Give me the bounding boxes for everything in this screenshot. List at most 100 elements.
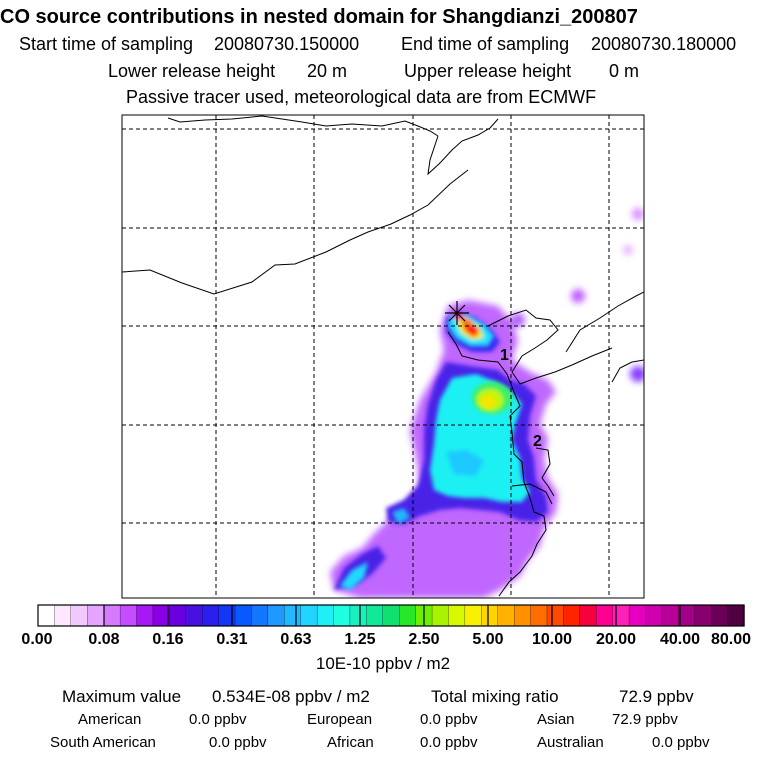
start-time-value: 20080730.150000: [214, 34, 360, 54]
colorbar-cell: [37, 604, 56, 627]
colorbar-cell: [579, 604, 597, 627]
location-label-2: 2: [533, 433, 542, 450]
receptor-star-marker: [445, 301, 469, 325]
map-frame: [121, 114, 645, 599]
african-value: 0.0 ppbv: [420, 734, 478, 751]
colorbar-tick-label: 5.00: [472, 631, 504, 648]
asian-value: 72.9 ppbv: [612, 711, 678, 728]
colorbar-cell: [464, 604, 482, 627]
colorbar-frame: [37, 604, 745, 627]
colorbar-cell: [202, 604, 220, 627]
colorbar-cell: [645, 604, 663, 627]
colorbar-cell: [596, 604, 614, 627]
colorbar-cell: [234, 604, 253, 627]
end-time-label: End time of sampling: [401, 34, 570, 54]
american-value: 0.0 ppbv: [189, 711, 247, 728]
colorbar-cell: [119, 604, 138, 627]
colorbar-cell: [530, 604, 548, 627]
colorbar-cell: [349, 604, 368, 627]
colorbar-tick-label: 0.00: [21, 631, 53, 648]
colorbar-cell: [251, 604, 269, 627]
australian-label: Australian: [537, 734, 604, 751]
colorbar-cell: [727, 604, 745, 627]
colorbar-cell: [366, 604, 384, 627]
south-american-value: 0.0 ppbv: [209, 734, 267, 751]
colorbar-cell: [382, 604, 400, 627]
colorbar-cell: [185, 604, 203, 627]
colorbar-cell: [284, 604, 302, 627]
border-line-east: [427, 118, 499, 176]
colorbar-cell: [70, 604, 88, 627]
colorbar-cell: [431, 604, 450, 627]
max-value-label: Maximum value: [62, 687, 182, 706]
colorbar-cell: [333, 604, 351, 627]
colorbar-tick-label: 0.16: [152, 631, 184, 648]
end-time-value: 20080730.180000: [591, 34, 737, 54]
colorbar-tick-label: 20.00: [595, 631, 637, 648]
map-panel: [122, 115, 644, 598]
colorbar-cell: [481, 604, 499, 627]
colorbar-cell: [612, 604, 630, 627]
graticule: [122, 115, 644, 598]
total-mixing-value: 72.9 ppbv: [619, 687, 694, 706]
colorbar-tick-label: 80.00: [710, 631, 752, 648]
colorbar-cell: [103, 604, 121, 627]
colorbar-cell: [218, 604, 236, 627]
colorbar-cell: [54, 604, 72, 627]
upper-release-value: 0 m: [609, 61, 640, 81]
total-mixing-label: Total mixing ratio: [431, 687, 559, 706]
shandong-coast: [511, 483, 553, 505]
data-source-note: Passive tracer used, meteorological data…: [126, 87, 597, 107]
asian-label: Asian: [537, 711, 575, 728]
bohai-coast: [447, 331, 547, 597]
colorbar-cell: [711, 604, 729, 627]
colorbar-tick-label: 0.63: [280, 631, 312, 648]
upper-release-label: Upper release height: [404, 61, 572, 81]
american-label: American: [78, 711, 142, 728]
colorbar-cell: [694, 604, 712, 627]
african-label: African: [327, 734, 374, 751]
colorbar-cell: [661, 604, 679, 627]
location-label-1: 1: [500, 347, 509, 364]
colorbar-ticks: [103, 605, 681, 626]
colorbar-tick-label: 2.50: [408, 631, 440, 648]
european-value: 0.0 ppbv: [420, 711, 478, 728]
colorbar-unit: 10E-10 ppbv / m2: [315, 654, 451, 673]
colorbar-tick-label: 0.31: [216, 631, 248, 648]
colorbar-cell: [136, 604, 154, 627]
colorbar-tick-label: 10.00: [531, 631, 573, 648]
max-value: 0.534E-08 ppbv / m2: [212, 687, 370, 706]
yellow-sea-coast: [535, 447, 555, 497]
colorbar-cell: [300, 604, 318, 627]
colorbar-cell: [87, 604, 105, 627]
start-time-label: Start time of sampling: [19, 34, 194, 54]
colorbar-cell: [267, 604, 285, 627]
plume-yellow-layer: [472, 382, 512, 414]
border-line-north: [167, 115, 439, 137]
coastlines: [122, 115, 644, 597]
european-label: European: [307, 711, 373, 728]
colorbar-cell: [678, 604, 696, 627]
colorbar-cell: [513, 604, 532, 627]
colorbar-cell: [399, 604, 417, 627]
plume-hotspot: [448, 312, 494, 346]
colorbar-cell: [628, 604, 647, 627]
colorbar-cell: [169, 604, 187, 627]
border-line-central: [122, 169, 469, 295]
colorbar-cell: [448, 604, 466, 627]
plot-title: CO source contributions in nested domain…: [0, 6, 638, 28]
south-american-label: South American: [50, 734, 156, 751]
lower-release-value: 20 m: [307, 61, 348, 81]
colorbar-tick-label: 40.00: [659, 631, 701, 648]
colorbar-cell: [546, 604, 565, 627]
australian-value: 0.0 ppbv: [652, 734, 710, 751]
colorbar-tick-label: 1.25: [344, 631, 376, 648]
colorbar-tick-label: 0.08: [88, 631, 120, 648]
lower-release-label: Lower release height: [108, 61, 276, 81]
colorbar-cell: [152, 604, 170, 627]
colorbar-cell: [563, 604, 581, 627]
colorbar-cell: [316, 604, 335, 627]
colorbar: [37, 604, 745, 627]
colorbar-cell: [497, 604, 515, 627]
